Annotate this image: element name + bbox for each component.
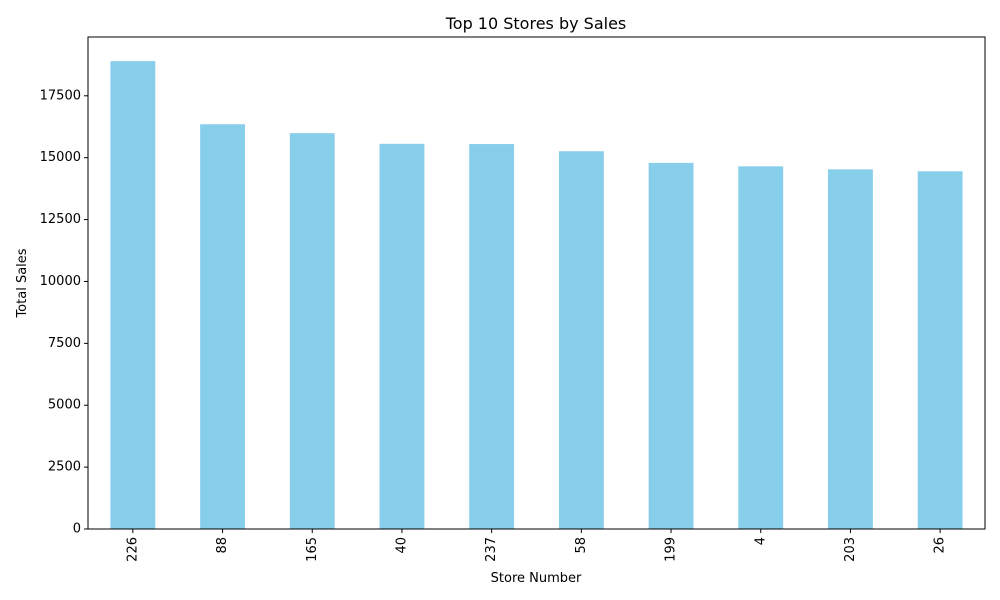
x-tick-label: 203 xyxy=(843,537,858,562)
bar-store-88 xyxy=(200,124,245,529)
x-tick-label: 237 xyxy=(484,537,499,562)
x-tick-label: 165 xyxy=(305,537,320,562)
bars-group xyxy=(110,61,963,530)
y-tick-label: 5000 xyxy=(48,398,81,413)
x-tick-label: 58 xyxy=(574,537,589,554)
x-tick-label: 226 xyxy=(125,537,140,562)
bar-store-165 xyxy=(289,133,335,530)
plot-frame xyxy=(87,36,986,530)
x-axis-label: Store Number xyxy=(491,571,582,586)
bar-store-199 xyxy=(648,162,694,529)
y-axis-ticks: 0 2500 5000 7500 10000 12500 15000 17500 xyxy=(40,88,88,537)
bar-store-40 xyxy=(379,143,425,529)
y-tick-label: 15000 xyxy=(40,150,81,165)
y-tick-label: 2500 xyxy=(48,460,81,475)
bar-store-26 xyxy=(917,171,963,530)
y-tick-label: 10000 xyxy=(40,274,81,289)
x-tick-label: 40 xyxy=(394,537,409,554)
x-tick-label: 4 xyxy=(753,537,768,545)
x-axis-ticks: 226 88 165 40 237 58 199 4 203 26 xyxy=(125,529,948,562)
bar-store-4 xyxy=(738,166,784,529)
y-tick-label: 12500 xyxy=(40,212,81,227)
x-tick-label: 26 xyxy=(933,537,948,554)
y-tick-label: 0 xyxy=(73,522,81,537)
chart-title: Top 10 Stores by Sales xyxy=(445,14,627,33)
bar-store-203 xyxy=(828,169,873,529)
bar-store-237 xyxy=(469,144,515,529)
y-axis-label: Total Sales xyxy=(15,248,30,318)
x-tick-label: 199 xyxy=(664,537,679,562)
y-tick-label: 17500 xyxy=(40,88,81,103)
bar-store-226 xyxy=(110,61,156,529)
bar-store-58 xyxy=(558,151,604,530)
x-tick-label: 88 xyxy=(215,537,230,554)
y-tick-label: 7500 xyxy=(48,336,81,351)
